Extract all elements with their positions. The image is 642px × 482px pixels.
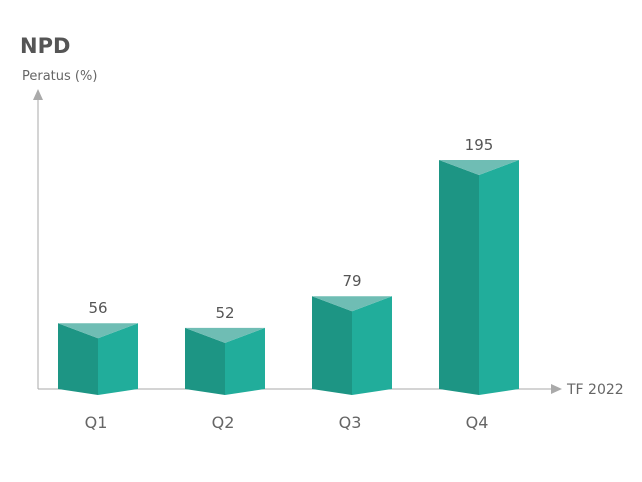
category-label: Q3 <box>339 413 362 432</box>
bar-left-face <box>58 323 98 395</box>
data-label: 52 <box>215 304 234 322</box>
bar-Q3: 79 Q3 <box>312 272 392 432</box>
y-axis-arrow <box>33 89 43 100</box>
bar-right-face <box>98 323 138 395</box>
bar-right-face <box>479 160 519 395</box>
bar-left-face <box>312 296 352 395</box>
bars: 56 Q1 52 Q2 79 Q3 195 Q4 <box>58 136 519 432</box>
category-label: Q4 <box>466 413 489 432</box>
data-label: 56 <box>88 299 107 317</box>
category-label: Q2 <box>212 413 235 432</box>
x-axis-arrow <box>551 384 562 394</box>
bar-top-face <box>312 296 392 312</box>
data-label: 79 <box>342 272 361 290</box>
data-label: 195 <box>465 136 494 154</box>
bar-Q2: 52 Q2 <box>185 304 265 432</box>
bar-right-face <box>225 327 265 395</box>
bar-Q4: 195 Q4 <box>439 136 519 432</box>
bar-left-face <box>439 160 479 395</box>
bar-left-face <box>185 327 225 395</box>
y-axis-label: Peratus (%) <box>22 69 97 84</box>
bar-Q1: 56 Q1 <box>58 299 138 432</box>
bar-right-face <box>352 296 392 395</box>
chart-title: NPD <box>20 34 70 58</box>
x-axis-label: TF 2022 <box>566 382 624 398</box>
category-label: Q1 <box>85 413 108 432</box>
bar-top-face <box>58 323 138 339</box>
bar-top-face <box>185 327 265 343</box>
bar-top-face <box>439 160 519 175</box>
